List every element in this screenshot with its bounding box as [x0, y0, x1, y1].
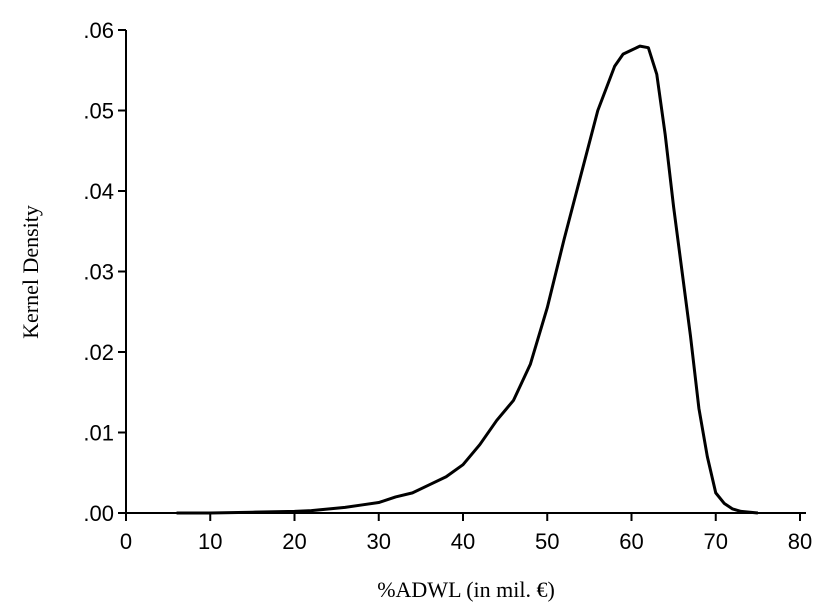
x-tick-label: 30	[367, 529, 391, 554]
x-tick-label: 20	[282, 529, 306, 554]
x-tick-label: 60	[619, 529, 643, 554]
x-tick-label: 70	[704, 529, 728, 554]
y-tick-label: .04	[83, 179, 114, 204]
density-line	[176, 44, 759, 515]
x-tick-label: 10	[198, 529, 222, 554]
y-tick-label: .06	[83, 18, 114, 43]
x-tick-label: 40	[451, 529, 475, 554]
y-tick-label: .03	[83, 260, 114, 285]
x-tick-label: 0	[120, 529, 132, 554]
y-tick-label: .00	[83, 501, 114, 526]
x-tick-label: 80	[788, 529, 812, 554]
y-tick-label: .01	[83, 421, 114, 446]
x-tick-label: 50	[535, 529, 559, 554]
y-axis-title: Kernel Density	[18, 205, 43, 339]
x-axis-title: %ADWL (in mil. €)	[377, 577, 555, 602]
y-tick-label: .05	[83, 99, 114, 124]
y-tick-label: .02	[83, 340, 114, 365]
